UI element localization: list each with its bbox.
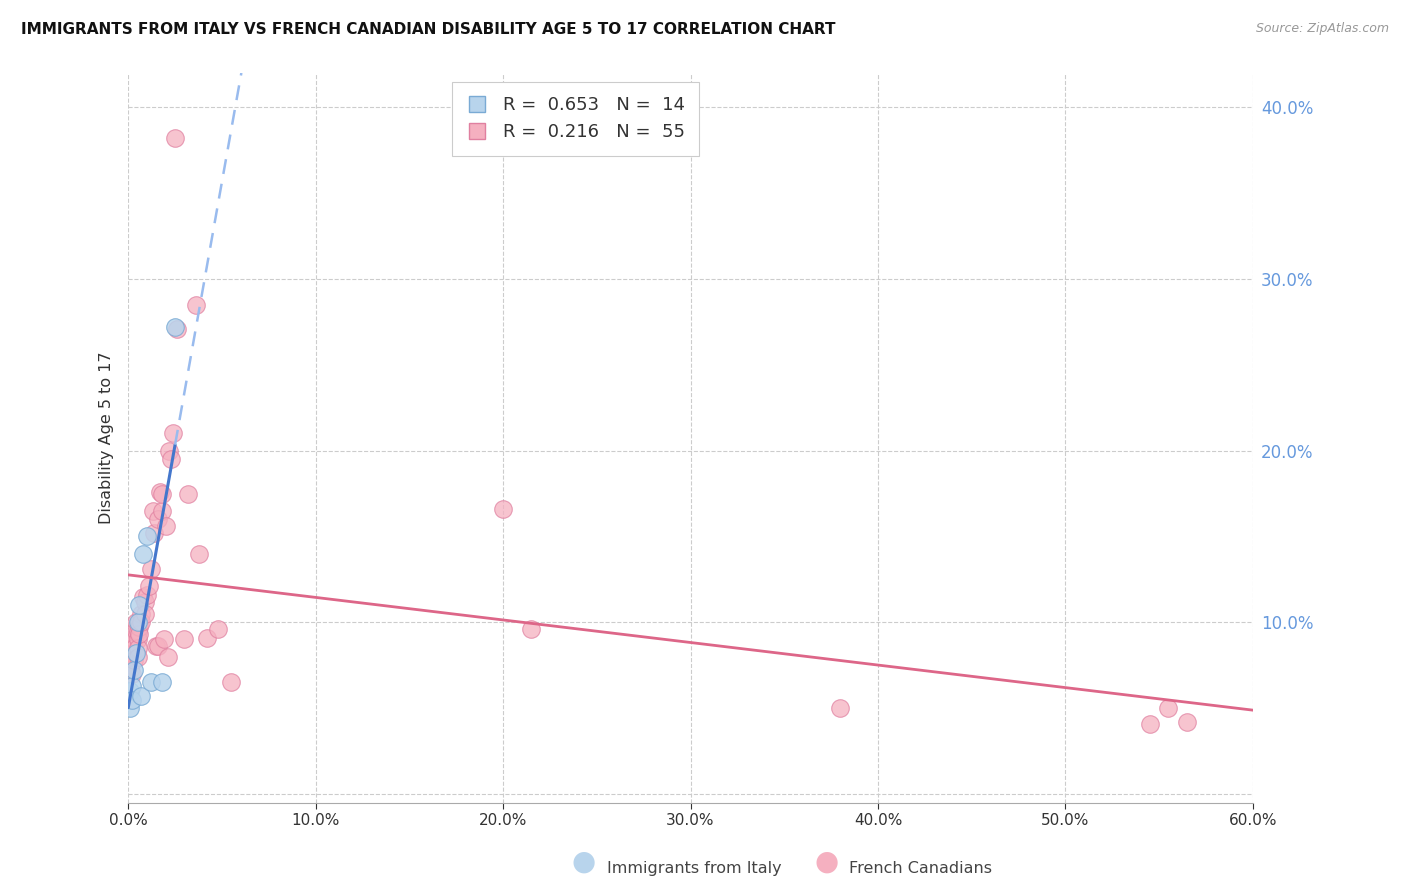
Point	[127, 615, 149, 630]
Point	[177, 486, 200, 500]
Point	[128, 620, 150, 634]
Point	[520, 622, 543, 636]
Point	[156, 649, 179, 664]
Point	[136, 529, 159, 543]
Point	[195, 631, 218, 645]
Point	[150, 486, 173, 500]
Point	[136, 588, 159, 602]
Point	[173, 632, 195, 647]
Point	[121, 692, 143, 706]
Point	[122, 664, 145, 678]
Point	[221, 675, 243, 690]
Point	[125, 615, 148, 630]
Point	[128, 627, 150, 641]
Point	[1139, 716, 1161, 731]
Text: ●: ●	[571, 848, 596, 876]
Point	[127, 640, 149, 655]
Point	[139, 562, 162, 576]
Point	[122, 653, 145, 667]
Point	[120, 701, 142, 715]
Text: IMMIGRANTS FROM ITALY VS FRENCH CANADIAN DISABILITY AGE 5 TO 17 CORRELATION CHAR: IMMIGRANTS FROM ITALY VS FRENCH CANADIAN…	[21, 22, 835, 37]
Point	[143, 526, 166, 541]
Point	[159, 443, 181, 458]
Text: ●: ●	[814, 848, 839, 876]
Point	[131, 615, 153, 630]
Point	[139, 675, 162, 690]
Point	[121, 679, 143, 693]
Y-axis label: Disability Age 5 to 17: Disability Age 5 to 17	[100, 351, 114, 524]
Point	[122, 640, 145, 655]
Point	[1157, 701, 1180, 715]
Point	[166, 322, 188, 336]
Point	[127, 624, 149, 638]
Point	[120, 664, 142, 678]
Point	[165, 131, 187, 145]
Point	[155, 519, 177, 533]
Text: Source: ZipAtlas.com: Source: ZipAtlas.com	[1256, 22, 1389, 36]
Point	[207, 622, 229, 636]
Point	[121, 666, 143, 681]
Point	[142, 504, 165, 518]
Point	[150, 504, 173, 518]
Point	[830, 701, 852, 715]
Point	[145, 640, 167, 654]
Point	[150, 675, 173, 690]
Point	[134, 607, 156, 621]
Point	[120, 658, 142, 673]
Point	[162, 426, 184, 441]
Point	[132, 590, 155, 604]
Point	[131, 689, 153, 703]
Point	[120, 649, 142, 664]
Point	[128, 615, 150, 630]
Legend: R =  0.653   N =  14, R =  0.216   N =  55: R = 0.653 N = 14, R = 0.216 N = 55	[453, 82, 699, 156]
Point	[127, 632, 149, 647]
Point	[138, 579, 160, 593]
Point	[160, 452, 183, 467]
Point	[121, 640, 143, 655]
Point	[132, 547, 155, 561]
Point	[121, 632, 143, 647]
Text: French Canadians: French Canadians	[849, 861, 993, 876]
Point	[184, 298, 207, 312]
Point	[165, 320, 187, 334]
Point	[122, 632, 145, 647]
Point	[125, 646, 148, 660]
Point	[492, 502, 515, 516]
Point	[1175, 714, 1198, 729]
Point	[120, 684, 142, 698]
Point	[188, 547, 211, 561]
Point	[148, 640, 170, 654]
Point	[153, 632, 176, 647]
Point	[149, 484, 172, 499]
Text: Immigrants from Italy: Immigrants from Italy	[607, 861, 782, 876]
Point	[127, 649, 149, 664]
Point	[134, 595, 156, 609]
Point	[128, 598, 150, 612]
Point	[131, 607, 153, 621]
Point	[148, 512, 170, 526]
Point	[125, 624, 148, 638]
